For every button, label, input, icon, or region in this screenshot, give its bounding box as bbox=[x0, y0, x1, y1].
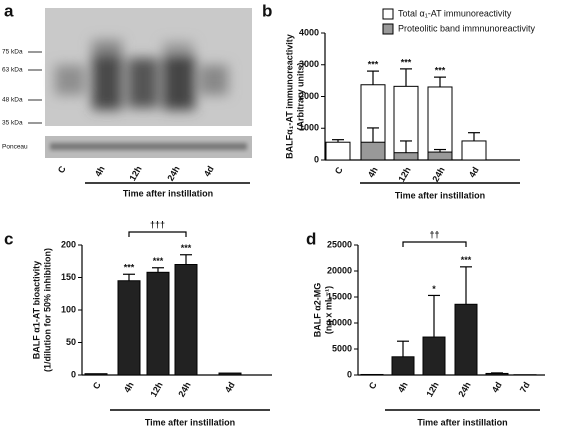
bar bbox=[485, 372, 509, 376]
significance-label: *** bbox=[124, 263, 135, 273]
y-tick-label: 2000 bbox=[299, 91, 319, 101]
bar bbox=[393, 152, 419, 161]
y-axis-title: BALF α1-AT bioactivity bbox=[31, 261, 41, 359]
x-tick-label: 4h bbox=[366, 165, 380, 179]
bar bbox=[117, 280, 141, 376]
x-tick-label: 24h bbox=[456, 380, 472, 398]
bar bbox=[146, 271, 170, 376]
x-tick-label: 4d bbox=[202, 164, 216, 178]
marker-label: 35 kDa bbox=[2, 120, 23, 127]
bar bbox=[454, 303, 478, 376]
bar bbox=[427, 86, 453, 161]
blot-bands bbox=[55, 40, 228, 110]
bar bbox=[174, 264, 198, 376]
y-tick-label: 0 bbox=[71, 369, 76, 379]
bracket-label: †† bbox=[429, 229, 439, 239]
y-tick-label: 5000 bbox=[332, 343, 352, 353]
y-tick-label: 20000 bbox=[327, 265, 352, 275]
ponceau-band bbox=[50, 143, 247, 150]
y-tick-label: 3000 bbox=[299, 59, 319, 69]
y-tick-label: 50 bbox=[66, 337, 76, 347]
panel-letter: a bbox=[4, 1, 14, 20]
bar bbox=[427, 151, 453, 161]
strip-label: Ponceau bbox=[2, 144, 28, 151]
marker-label: 75 kDa bbox=[2, 49, 23, 56]
y-axis-title: BALFα₁-AT immunoreactivity bbox=[284, 34, 294, 159]
legend-swatch bbox=[382, 23, 394, 35]
y-tick-label: 150 bbox=[61, 272, 76, 282]
y-axis-title: (ng x mL⁻¹) bbox=[323, 286, 333, 334]
significance-label: *** bbox=[181, 243, 192, 253]
legend-swatch bbox=[382, 8, 394, 20]
blot-panel: a 75 kDa 63 kDa 48 kDa 35 kDa Ponceau bbox=[2, 1, 252, 158]
x-axis-title: Time after instillation bbox=[395, 190, 485, 200]
x-tick-label: 24h bbox=[165, 164, 181, 182]
bar bbox=[360, 141, 386, 161]
bar bbox=[391, 356, 415, 376]
significance-label: *** bbox=[461, 255, 472, 265]
significance-label: *** bbox=[368, 59, 379, 69]
x-axis-title: Time after instillation bbox=[417, 417, 507, 427]
bar bbox=[218, 372, 242, 376]
x-tick-label: 12h bbox=[396, 165, 412, 183]
panel-letter: b bbox=[262, 1, 272, 20]
x-tick-label: 24h bbox=[176, 380, 192, 398]
x-tick-label: 4d bbox=[490, 380, 504, 394]
x-axis-title: Time after instillation bbox=[123, 188, 213, 198]
x-axis-title: Time after instillation bbox=[145, 417, 235, 427]
y-tick-label: 4000 bbox=[299, 27, 319, 37]
bracket bbox=[128, 231, 187, 237]
x-tick-label: 12h bbox=[127, 164, 143, 182]
significance-label: * bbox=[432, 284, 436, 294]
significance-label: *** bbox=[401, 57, 412, 67]
bar bbox=[461, 140, 487, 161]
y-axis-title: (Arbitrary units) bbox=[295, 62, 305, 130]
x-tick-label: 4h bbox=[93, 164, 107, 178]
x-tick-label: 7d bbox=[518, 380, 532, 394]
x-tick-label: 4h bbox=[122, 380, 136, 394]
legend-label: Total α₁-AT immunoreactivity bbox=[398, 8, 512, 18]
x-tick-label: 4d bbox=[467, 165, 481, 179]
y-tick-label: 15000 bbox=[327, 291, 352, 301]
x-tick-label: C bbox=[333, 165, 345, 176]
bracket-label: ††† bbox=[150, 219, 165, 229]
x-tick-label: 12h bbox=[424, 380, 440, 398]
significance-label: *** bbox=[435, 66, 446, 76]
x-tick-label: C bbox=[56, 164, 68, 175]
x-tick-label: C bbox=[367, 380, 379, 391]
panel-letter: d bbox=[306, 229, 316, 248]
y-axis-title: (1/dilution for 50% inhibition) bbox=[42, 248, 52, 372]
bar bbox=[325, 141, 351, 161]
y-tick-label: 25000 bbox=[327, 239, 352, 249]
bar bbox=[422, 336, 446, 376]
marker-label: 48 kDa bbox=[2, 97, 23, 104]
y-tick-label: 10000 bbox=[327, 317, 352, 327]
x-tick-label: 24h bbox=[430, 165, 446, 183]
legend-label: Proteolitic band immnunoreactivity bbox=[398, 23, 536, 33]
x-tick-label: 4h bbox=[396, 380, 410, 394]
y-tick-label: 0 bbox=[314, 154, 319, 164]
x-tick-label: C bbox=[91, 380, 103, 391]
y-tick-label: 1000 bbox=[299, 123, 319, 133]
panel-letter: c bbox=[4, 229, 13, 248]
bracket bbox=[402, 241, 467, 247]
significance-label: *** bbox=[153, 256, 164, 266]
y-tick-label: 200 bbox=[61, 239, 76, 249]
bar bbox=[84, 373, 108, 376]
y-tick-label: 0 bbox=[347, 369, 352, 379]
marker-label: 63 kDa bbox=[2, 67, 23, 74]
x-tick-label: 12h bbox=[148, 380, 164, 398]
y-tick-label: 100 bbox=[61, 304, 76, 314]
x-tick-label: 4d bbox=[223, 380, 237, 394]
y-axis-title: BALF α2-MG bbox=[312, 283, 322, 338]
marker-arrows bbox=[28, 51, 42, 124]
bar bbox=[360, 373, 384, 376]
